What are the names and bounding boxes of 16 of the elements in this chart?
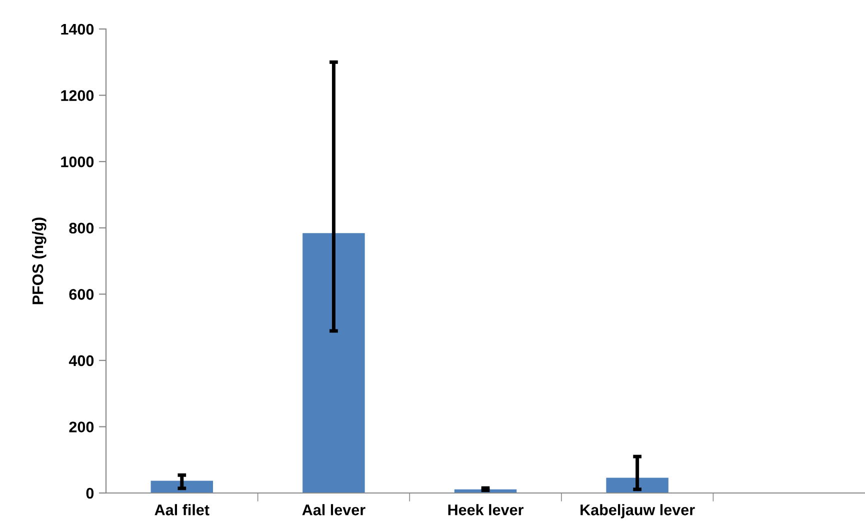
y-tick-label: 800 (69, 222, 94, 234)
y-tick-label: 0 (86, 488, 94, 499)
y-tick-label: 1400 (61, 24, 94, 35)
bar (302, 233, 365, 493)
y-tick-label: 200 (69, 422, 94, 432)
x-tick-label: Kabeljauw lever (580, 504, 695, 518)
bar (606, 478, 668, 493)
x-tick-label: Aal filet (154, 504, 210, 516)
y-tick-label: 1000 (61, 156, 94, 168)
bar (150, 480, 214, 493)
y-axis-title: PFOS (ng/g) (32, 218, 46, 304)
x-tick-label: Aal lever (302, 504, 366, 516)
x-tick-label: Heek lever (448, 504, 524, 516)
y-tick-label: 400 (68, 355, 94, 366)
y-tick-label: 1200 (61, 90, 94, 101)
y-tick-label: 600 (69, 289, 94, 300)
